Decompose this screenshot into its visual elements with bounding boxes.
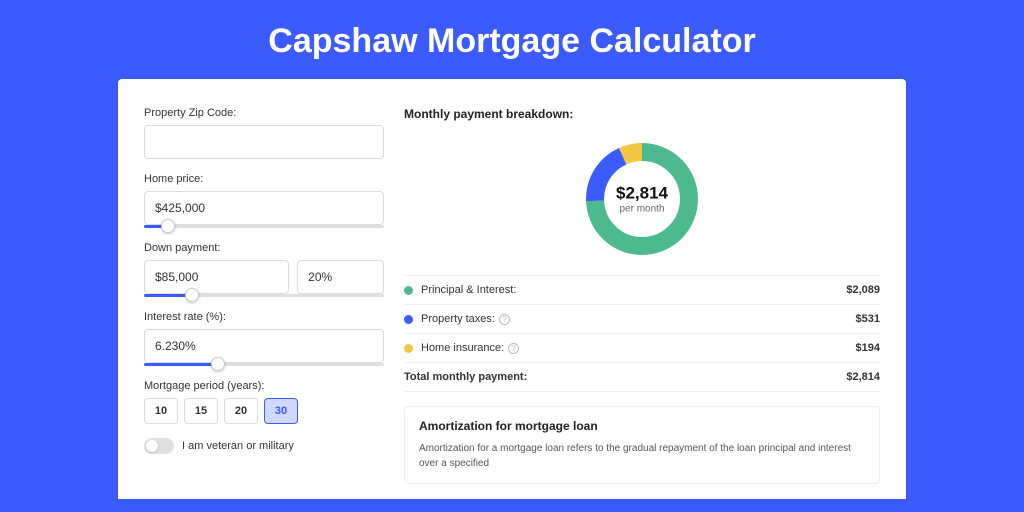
slider-thumb[interactable] [185, 288, 199, 302]
home-price-slider[interactable] [144, 225, 384, 228]
interest-rate-slider[interactable] [144, 363, 384, 366]
total-label: Total monthly payment: [404, 371, 846, 383]
legend-dot [404, 315, 413, 324]
zip-label: Property Zip Code: [144, 107, 384, 119]
period-label: Mortgage period (years): [144, 380, 384, 392]
info-icon[interactable]: ? [499, 314, 510, 325]
interest-rate-label: Interest rate (%): [144, 311, 384, 323]
slider-thumb[interactable] [161, 219, 175, 233]
legend-value: $194 [856, 342, 880, 354]
calculator-card: Property Zip Code: Home price: Down paym… [118, 79, 906, 499]
donut-chart-wrap: $2,814 per month [404, 131, 880, 275]
legend-dot [404, 344, 413, 353]
interest-rate-input[interactable] [144, 329, 384, 363]
legend-row: Home insurance:?$194 [404, 334, 880, 363]
period-field-group: Mortgage period (years): 10152030 [144, 380, 384, 424]
legend-row: Property taxes:?$531 [404, 305, 880, 334]
zip-input[interactable] [144, 125, 384, 159]
period-button-15[interactable]: 15 [184, 398, 218, 424]
legend-value: $2,089 [846, 284, 880, 296]
period-button-20[interactable]: 20 [224, 398, 258, 424]
breakdown-panel: Monthly payment breakdown: $2,814 per mo… [404, 107, 880, 499]
down-payment-slider[interactable] [144, 294, 384, 297]
amortization-title: Amortization for mortgage loan [419, 419, 865, 433]
home-price-label: Home price: [144, 173, 384, 185]
slider-thumb[interactable] [211, 357, 225, 371]
veteran-toggle[interactable] [144, 438, 174, 454]
period-buttons: 10152030 [144, 398, 384, 424]
page-title: Capshaw Mortgage Calculator [0, 0, 1024, 79]
period-button-10[interactable]: 10 [144, 398, 178, 424]
donut-sub: per month [616, 204, 668, 215]
legend-label: Property taxes:? [421, 313, 856, 325]
amortization-box: Amortization for mortgage loan Amortizat… [404, 406, 880, 484]
legend-value: $531 [856, 313, 880, 325]
info-icon[interactable]: ? [508, 343, 519, 354]
down-payment-amount-input[interactable] [144, 260, 289, 294]
legend-row: Principal & Interest:$2,089 [404, 276, 880, 305]
down-payment-field-group: Down payment: [144, 242, 384, 297]
breakdown-title: Monthly payment breakdown: [404, 107, 880, 121]
period-button-30[interactable]: 30 [264, 398, 298, 424]
home-price-input[interactable] [144, 191, 384, 225]
donut-center: $2,814 per month [616, 184, 668, 215]
down-payment-percent-input[interactable] [297, 260, 384, 294]
donut-chart: $2,814 per month [580, 137, 704, 261]
form-panel: Property Zip Code: Home price: Down paym… [144, 107, 384, 499]
zip-field-group: Property Zip Code: [144, 107, 384, 159]
total-value: $2,814 [846, 371, 880, 383]
amortization-text: Amortization for a mortgage loan refers … [419, 441, 865, 471]
legend: Principal & Interest:$2,089Property taxe… [404, 275, 880, 392]
interest-rate-field-group: Interest rate (%): [144, 311, 384, 366]
veteran-toggle-row: I am veteran or military [144, 438, 384, 454]
veteran-label: I am veteran or military [182, 440, 294, 452]
legend-label: Home insurance:? [421, 342, 856, 354]
donut-amount: $2,814 [616, 184, 668, 204]
legend-total-row: Total monthly payment:$2,814 [404, 363, 880, 392]
home-price-field-group: Home price: [144, 173, 384, 228]
legend-label: Principal & Interest: [421, 284, 846, 296]
legend-dot [404, 286, 413, 295]
down-payment-label: Down payment: [144, 242, 384, 254]
